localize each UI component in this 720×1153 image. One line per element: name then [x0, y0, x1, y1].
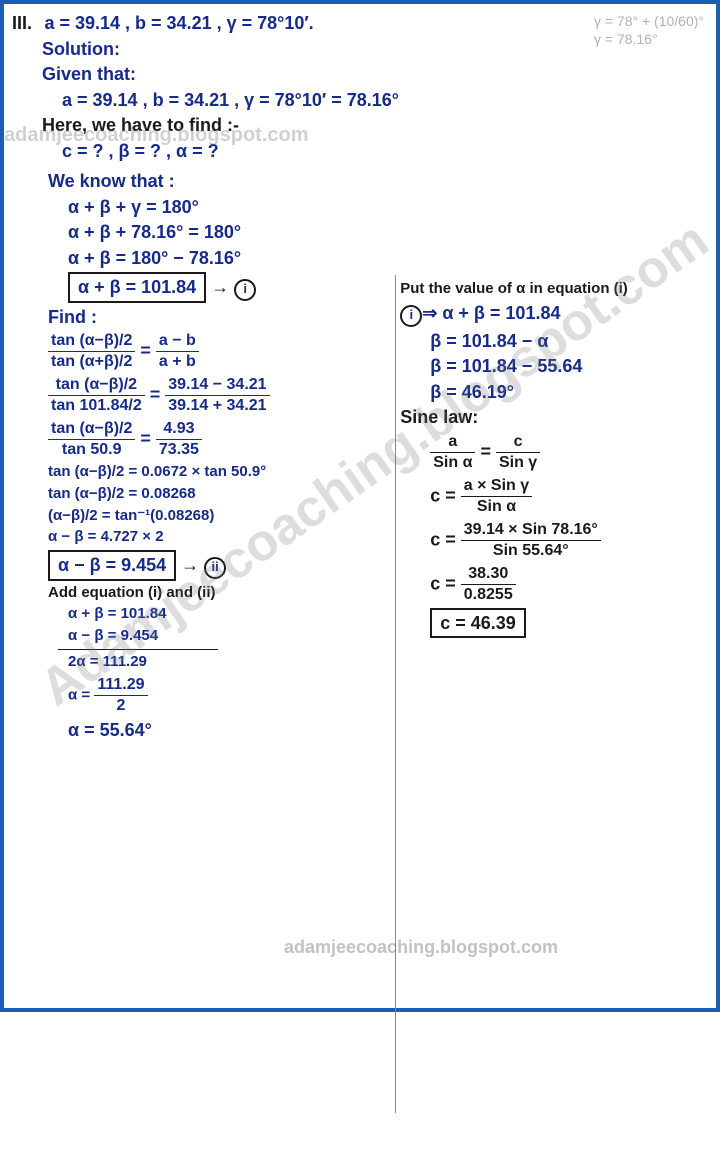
know-label: We know that :: [18, 170, 389, 193]
c-equation-2: c = 39.14 × Sin 78.16°Sin 55.64°: [400, 520, 704, 561]
eq-i-box: α + β = 101.84: [68, 272, 206, 303]
beta-result: β = 46.19°: [400, 381, 704, 404]
tan-half-substituted: tan (α−β)/2tan 101.84/2 = 39.14 − 34.213…: [18, 375, 389, 416]
eq-sub-gamma: α + β + 78.16° = 180°: [18, 221, 389, 244]
tan-half-formula: tan (α−β)/2tan (α+β)/2 = a − ba + b: [18, 331, 389, 372]
sine-law-label: Sine law:: [400, 406, 704, 429]
sine-law-formula: aSin α = cSin γ: [400, 432, 704, 473]
right-column: Put the value of α in equation (i) i⇒ α …: [395, 275, 708, 1113]
eq-ii-tag: ii: [204, 557, 226, 579]
eq-i-ref: i⇒ α + β = 101.84: [400, 302, 704, 327]
page-frame: Adamjeecoaching.blogspot.com adamjeecoac…: [0, 0, 720, 1012]
eq-i-tag: i: [234, 279, 256, 301]
c-equation-3: c = 38.300.8255: [400, 564, 704, 605]
tan-half-simplified: tan (α−β)/2tan 50.9 = 4.9373.35: [18, 419, 389, 460]
times-two: α − β = 4.727 × 2: [18, 528, 389, 547]
sum-rule: [58, 649, 218, 650]
c-equation-1: c = a × Sin γSin α: [400, 476, 704, 517]
eq-ii-row: α − β = 9.454 → ii: [18, 550, 389, 581]
given-full: a = 39.14 , b = 34.21 , γ = 78°10′ = 78.…: [12, 89, 708, 112]
tan-val-2: tan (α−β)/2 = 0.08268: [18, 485, 389, 504]
add-2: α − β = 9.454: [18, 627, 389, 646]
margin-note: γ = 78° + (10/60)° γ = 78.16°: [594, 12, 704, 48]
put-label: Put the value of α in equation (i): [400, 280, 704, 299]
eq-i-row: α + β = 101.84 → i: [18, 272, 389, 303]
tan-val-1: tan (α−β)/2 = 0.0672 × tan 50.9°: [18, 463, 389, 482]
eq-subtract: α + β = 180° − 78.16°: [18, 247, 389, 270]
two-column-area: We know that : α + β + γ = 180° α + β + …: [12, 165, 708, 1153]
beta-1: β = 101.84 − α: [400, 330, 704, 353]
c-result-box: c = 46.39: [430, 608, 526, 639]
find2-label: Find :: [18, 306, 389, 329]
add-1: α + β = 101.84: [18, 605, 389, 624]
given-short: a = 39.14 , b = 34.21 , γ = 78°10′.: [44, 13, 313, 33]
eq-angle-sum: α + β + γ = 180°: [18, 196, 389, 219]
find-vars: c = ? , β = ? , α = ?: [12, 140, 708, 163]
beta-2: β = 101.84 − 55.64: [400, 355, 704, 378]
alpha-frac: α = 111.292: [18, 675, 389, 716]
alpha-result: α = 55.64°: [18, 719, 389, 742]
c-result-row: c = 46.39: [400, 608, 704, 639]
margin-note-line2: γ = 78.16°: [594, 30, 704, 48]
add-label: Add equation (i) and (ii): [18, 584, 389, 603]
two-alpha: 2α = 111.29: [18, 653, 389, 672]
eq-ii-box: α − β = 9.454: [48, 550, 176, 581]
problem-label: III.: [12, 13, 32, 33]
margin-note-line1: γ = 78° + (10/60)°: [594, 12, 704, 30]
given-label: Given that:: [12, 63, 708, 86]
find-label: Here, we have to find :-: [12, 114, 708, 137]
inverse-tan: (α−β)/2 = tan⁻¹(0.08268): [18, 507, 389, 526]
left-column: We know that : α + β + γ = 180° α + β + …: [12, 165, 395, 1153]
